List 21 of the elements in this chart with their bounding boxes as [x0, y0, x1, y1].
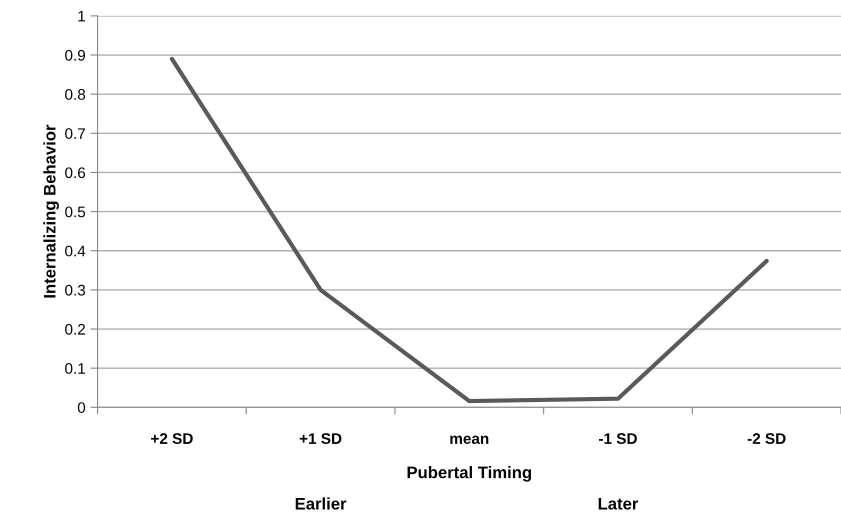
- y-axis-title: Internalizing Behavior: [43, 124, 59, 298]
- line-series: [170, 56, 769, 404]
- x-tick-label: +2 SD: [151, 433, 193, 444]
- text: Earlier: [296, 497, 346, 510]
- y-tick-label: 0.2: [65, 324, 85, 335]
- y-tick-label: 0.4: [65, 246, 86, 256]
- x-tick-label: -2 SD: [748, 433, 786, 444]
- y-tick-label: 0.8: [65, 89, 86, 100]
- y-tick-label: 0.3: [65, 284, 86, 296]
- y-tick-label: 1: [78, 10, 86, 22]
- y-tick-label: 0.6: [65, 167, 86, 178]
- y-tick-label: 0: [78, 402, 86, 414]
- x-axis-title: Pubertal Timing: [408, 466, 531, 482]
- text: Later: [598, 498, 638, 510]
- y-tick-label: 0.7: [65, 128, 85, 139]
- x-tick-label: +1 SD: [300, 433, 342, 444]
- y-tick-label: 0.9: [65, 50, 86, 61]
- y-tick-label: 0.1: [65, 363, 86, 374]
- x-tick-label: mean: [450, 436, 488, 444]
- x-tick-label: -1 SD: [599, 433, 637, 444]
- y-tick-label: 0.5: [65, 206, 86, 218]
